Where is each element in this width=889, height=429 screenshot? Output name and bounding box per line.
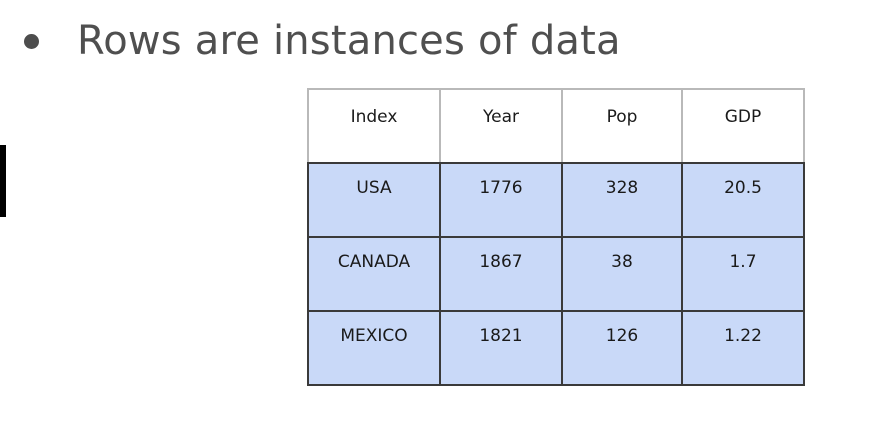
table-row: CANADA 1867 38 1.7 xyxy=(307,236,805,312)
table-cell-year: 1867 xyxy=(439,236,563,312)
table-row: USA 1776 328 20.5 xyxy=(307,162,805,238)
table-cell-gdp: 20.5 xyxy=(681,162,805,238)
column-header-index: Index xyxy=(307,88,441,164)
table-cell-gdp: 1.7 xyxy=(681,236,805,312)
table-cell-index: USA xyxy=(307,162,441,238)
table-header: Index Year Pop GDP xyxy=(307,88,805,164)
bullet-dot-icon xyxy=(24,33,39,49)
column-header-gdp: GDP xyxy=(681,88,805,164)
table-cell-pop: 328 xyxy=(561,162,683,238)
table-cell-index: CANADA xyxy=(307,236,441,312)
data-table: Index Year Pop GDP USA 1776 328 20.5 CAN… xyxy=(307,88,805,386)
left-edge-bar xyxy=(0,145,6,217)
table-cell-pop: 126 xyxy=(561,310,683,386)
bullet-point: Rows are instances of data xyxy=(20,14,621,68)
column-header-pop: Pop xyxy=(561,88,683,164)
slide-headline: Rows are instances of data xyxy=(77,18,621,64)
table-body: USA 1776 328 20.5 CANADA 1867 38 1.7 MEX… xyxy=(307,162,805,386)
table-cell-year: 1776 xyxy=(439,162,563,238)
column-header-year: Year xyxy=(439,88,563,164)
table-header-row: Index Year Pop GDP xyxy=(307,88,805,164)
table-cell-index: MEXICO xyxy=(307,310,441,386)
table-cell-year: 1821 xyxy=(439,310,563,386)
table-cell-gdp: 1.22 xyxy=(681,310,805,386)
table-row: MEXICO 1821 126 1.22 xyxy=(307,310,805,386)
table-cell-pop: 38 xyxy=(561,236,683,312)
